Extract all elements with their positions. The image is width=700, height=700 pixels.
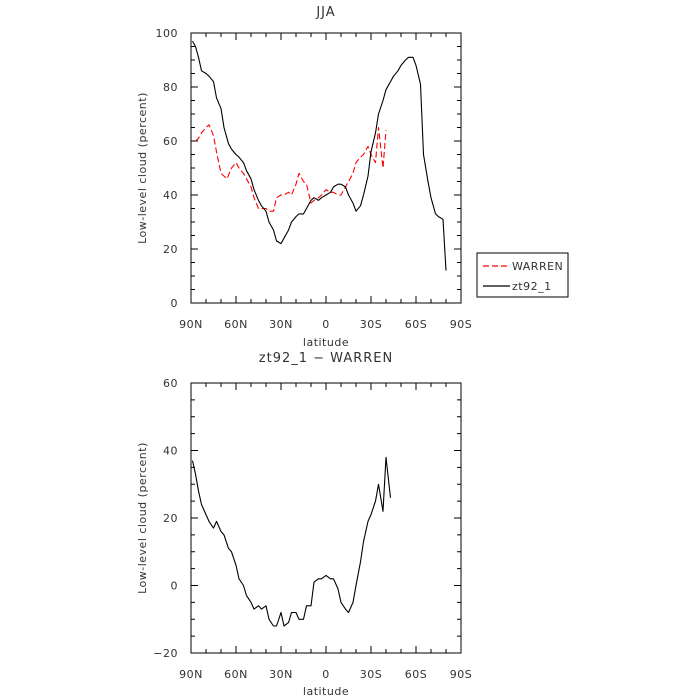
bottom-axis-ticks (190, 382, 462, 654)
x-tick-label: 30S (360, 668, 382, 681)
x-tick-label: 0 (322, 668, 330, 681)
x-tick-label: 90N (179, 668, 203, 681)
bottom-series-group (191, 456, 392, 627)
top-series-line-zt92-1 (192, 40, 447, 271)
x-tick-label: 60N (224, 318, 248, 331)
bottom-y-tick-labels: −20 0 20 40 60 (153, 377, 179, 660)
y-tick-label: 0 (171, 580, 179, 593)
legend-box (476, 252, 569, 298)
top-y-tick-labels: 0 20 40 60 80 100 (156, 27, 179, 310)
y-tick-label: 20 (163, 512, 178, 525)
x-tick-label: 90S (450, 668, 472, 681)
bot-series-line-difference (191, 456, 392, 627)
y-tick-label: 100 (156, 27, 179, 40)
top-series-group (192, 40, 447, 271)
legend-label-warren: WARREN (512, 260, 563, 273)
legend: WARREN zt92_1 (476, 252, 569, 298)
bottom-x-axis-label: latitude (303, 685, 349, 698)
bottom-x-tick-labels: 90N 60N 30N 0 30S 60S 90S (179, 668, 472, 681)
top-x-tick-labels: 90N 60N 30N 0 30S 60S 90S (179, 318, 472, 331)
x-tick-label: 0 (322, 318, 330, 331)
y-tick-label: 40 (163, 445, 178, 458)
x-tick-label: 30N (269, 318, 293, 331)
top-x-axis-label: latitude (303, 336, 349, 349)
y-tick-label: 80 (163, 81, 178, 94)
x-tick-label: 60S (405, 318, 427, 331)
x-tick-label: 90S (450, 318, 472, 331)
top-panel: JJA 90N 60N 30N 0 30S 60S 90S 0 20 40 60 80 100 lat… (136, 5, 472, 349)
top-series-line-warren (195, 124, 387, 212)
x-tick-label: 30S (360, 318, 382, 331)
top-axis-ticks (190, 32, 462, 304)
y-tick-label: 60 (163, 135, 178, 148)
x-tick-label: 60N (224, 668, 248, 681)
legend-label-zt92: zt92_1 (512, 280, 552, 293)
y-tick-label: 40 (163, 189, 178, 202)
bottom-chart-title: zt92_1 − WARREN (259, 351, 393, 366)
x-tick-label: 60S (405, 668, 427, 681)
y-tick-label: 0 (171, 297, 179, 310)
y-tick-label: 60 (163, 377, 178, 390)
x-tick-label: 30N (269, 668, 293, 681)
y-tick-label: 20 (163, 243, 178, 256)
bottom-y-axis-label: Low-level cloud (percent) (136, 442, 149, 594)
bottom-panel: zt92_1 − WARREN 90N 60N 30N 0 30S 60S 90S −20 0… (136, 351, 472, 698)
top-chart-title: JJA (315, 5, 335, 20)
bottom-plot-frame (190, 382, 462, 654)
y-tick-label: −20 (153, 647, 178, 660)
x-tick-label: 90N (179, 318, 203, 331)
top-y-axis-label: Low-level cloud (percent) (136, 92, 149, 244)
